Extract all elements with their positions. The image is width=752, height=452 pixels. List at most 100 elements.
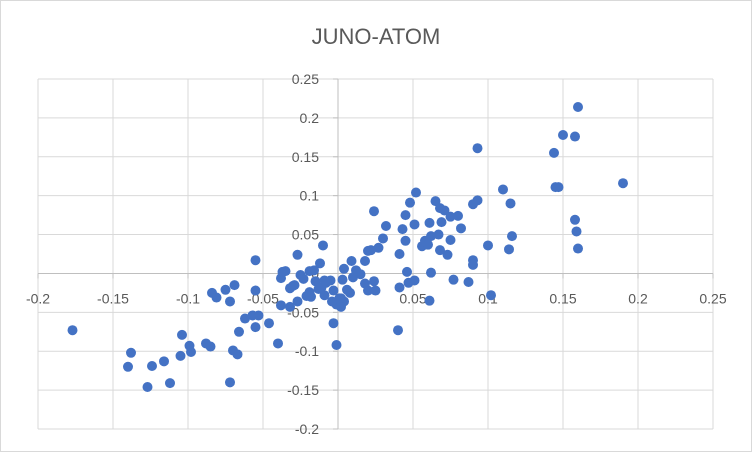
x-tick-label: 0.2 bbox=[628, 290, 648, 306]
data-point bbox=[468, 259, 478, 270]
data-point bbox=[507, 231, 517, 242]
y-tick-label: 0.2 bbox=[300, 110, 320, 126]
x-tick-label: 0.05 bbox=[399, 290, 426, 306]
data-point bbox=[328, 285, 339, 296]
data-point bbox=[342, 284, 352, 295]
data-point bbox=[327, 296, 337, 307]
data-point bbox=[439, 205, 450, 216]
data-point bbox=[201, 338, 211, 349]
data-point bbox=[355, 269, 366, 280]
data-point bbox=[378, 233, 388, 244]
x-tick-label: -0.2 bbox=[26, 290, 50, 306]
data-point bbox=[309, 265, 319, 276]
data-point bbox=[570, 214, 580, 225]
data-point bbox=[336, 301, 346, 312]
data-point bbox=[397, 224, 408, 235]
data-point bbox=[453, 210, 463, 221]
data-point bbox=[220, 284, 231, 295]
data-point bbox=[411, 187, 421, 198]
data-point bbox=[381, 221, 391, 231]
data-point bbox=[147, 361, 157, 371]
data-point bbox=[225, 296, 235, 307]
data-point bbox=[369, 276, 379, 287]
y-tick-label: -0.2 bbox=[295, 421, 319, 437]
data-point bbox=[498, 184, 508, 195]
data-point bbox=[472, 143, 483, 154]
data-point bbox=[445, 211, 456, 222]
data-point bbox=[234, 326, 244, 337]
data-point bbox=[211, 292, 222, 303]
y-tick-label: 0.25 bbox=[292, 71, 319, 87]
data-point bbox=[277, 266, 288, 277]
data-point bbox=[456, 223, 466, 234]
data-point bbox=[442, 249, 453, 260]
data-point bbox=[264, 318, 274, 329]
x-tick-label: 0.15 bbox=[549, 290, 576, 306]
y-tick-label: 0.05 bbox=[292, 227, 319, 243]
data-point bbox=[159, 356, 169, 367]
data-point bbox=[250, 322, 261, 333]
data-point bbox=[360, 256, 370, 266]
data-point bbox=[483, 240, 493, 251]
data-point bbox=[369, 206, 379, 217]
data-point bbox=[549, 147, 559, 158]
data-point bbox=[426, 267, 436, 278]
data-point bbox=[225, 377, 235, 388]
data-point bbox=[276, 300, 286, 311]
data-point bbox=[504, 244, 514, 255]
x-tick-label: -0.15 bbox=[97, 290, 129, 306]
data-point bbox=[331, 340, 342, 350]
data-point bbox=[403, 277, 414, 288]
data-point bbox=[247, 310, 258, 321]
data-point bbox=[328, 318, 339, 329]
data-point bbox=[433, 229, 444, 240]
data-point bbox=[363, 285, 373, 296]
data-point bbox=[285, 301, 295, 312]
data-point bbox=[250, 255, 261, 266]
data-point bbox=[67, 325, 78, 336]
data-point bbox=[240, 313, 250, 324]
data-point bbox=[571, 226, 582, 237]
data-point bbox=[402, 266, 412, 277]
data-point bbox=[319, 290, 330, 301]
y-tick-label: -0.05 bbox=[287, 304, 319, 320]
y-tick-label: 0.15 bbox=[292, 149, 319, 165]
data-point bbox=[505, 198, 516, 209]
data-point bbox=[573, 243, 583, 254]
data-point bbox=[232, 349, 243, 360]
y-tick-label: -0.15 bbox=[287, 382, 319, 398]
data-point bbox=[468, 199, 478, 210]
data-point bbox=[448, 274, 459, 285]
data-point bbox=[123, 361, 133, 372]
data-point bbox=[165, 378, 175, 389]
data-point bbox=[618, 178, 628, 189]
data-point bbox=[400, 235, 411, 246]
data-points bbox=[67, 102, 628, 392]
chart-title: JUNO-ATOM bbox=[312, 24, 441, 49]
axes bbox=[37, 78, 714, 430]
data-point bbox=[250, 285, 261, 296]
data-point bbox=[570, 131, 580, 142]
data-point bbox=[339, 263, 349, 274]
data-point bbox=[435, 245, 445, 256]
data-point bbox=[142, 382, 153, 392]
data-point bbox=[229, 280, 240, 291]
data-point bbox=[348, 272, 358, 283]
data-point bbox=[184, 340, 195, 351]
data-point bbox=[400, 210, 411, 221]
data-point bbox=[393, 325, 403, 336]
data-point bbox=[550, 182, 561, 193]
data-point bbox=[177, 329, 187, 340]
data-point bbox=[405, 197, 415, 208]
data-point bbox=[295, 270, 306, 280]
x-tick-label: -0.1 bbox=[176, 290, 200, 306]
data-point bbox=[318, 240, 328, 251]
data-point bbox=[288, 280, 298, 291]
data-point bbox=[346, 256, 357, 266]
data-point bbox=[310, 276, 321, 287]
data-point bbox=[445, 235, 456, 245]
data-point bbox=[424, 295, 435, 306]
y-tick-label: -0.1 bbox=[295, 343, 319, 359]
data-point bbox=[319, 275, 330, 286]
